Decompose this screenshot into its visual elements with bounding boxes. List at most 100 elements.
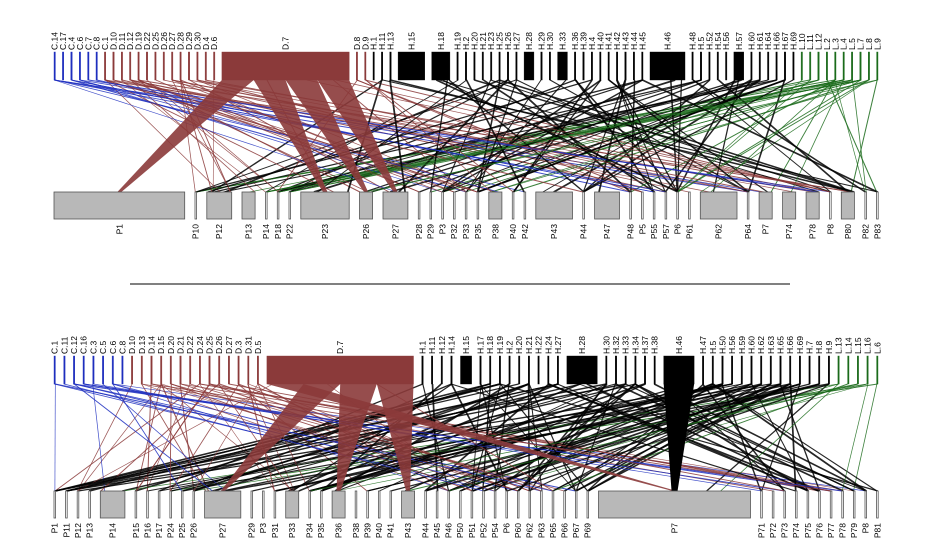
bottom-node-label: P74 xyxy=(791,523,801,538)
top-node-label: D.27 xyxy=(224,336,234,354)
edge-band xyxy=(663,384,695,491)
top-node-label: H.66 xyxy=(785,336,795,354)
top-node-label: H.65 xyxy=(776,336,786,354)
bottom-node-box xyxy=(401,490,416,519)
edge-line xyxy=(834,79,866,193)
edge-band xyxy=(253,80,327,192)
bottom-node-box xyxy=(688,191,691,220)
top-node-bar xyxy=(557,51,568,81)
top-node-bar xyxy=(750,355,753,385)
top-node-label: D.31 xyxy=(243,336,253,354)
bottom-node-label: P6 xyxy=(502,523,512,534)
top-node-label: C.8 xyxy=(92,37,102,51)
top-node-bar xyxy=(733,51,744,81)
bottom-node-label: P34 xyxy=(305,523,315,538)
top-node-label: C.17 xyxy=(58,32,68,50)
bottom-node-label: P42 xyxy=(520,224,530,239)
edge-band xyxy=(220,384,341,491)
top-node-bar xyxy=(440,355,443,385)
top-node-bar xyxy=(876,51,879,81)
edge-band xyxy=(266,384,677,491)
top-node-bar xyxy=(421,355,424,385)
top-node-bar xyxy=(169,355,172,385)
top-node-label: H.23 xyxy=(486,32,496,50)
top-node-bar xyxy=(760,355,763,385)
bottom-node-label: P52 xyxy=(478,523,488,538)
top-node-label: H.38 xyxy=(650,336,660,354)
bottom-node-box xyxy=(354,490,358,519)
top-node-bar xyxy=(842,51,845,81)
top-node-bar xyxy=(775,51,778,81)
bottom-node-box xyxy=(459,490,462,519)
top-node-label: H.48 xyxy=(688,32,698,50)
top-node-label: D.12 xyxy=(125,32,135,50)
edge-line xyxy=(850,79,878,193)
bottom-node-label: P61 xyxy=(684,224,694,239)
top-node-label: L.16 xyxy=(863,337,873,354)
top-node-label: H.33 xyxy=(558,32,568,50)
top-node-label: H.18 xyxy=(485,336,495,354)
top-node-bar xyxy=(837,355,840,385)
top-node-bar xyxy=(792,51,795,81)
top-node-bar xyxy=(150,355,153,385)
bottom-node-label: P81 xyxy=(872,523,882,538)
top-node-bar xyxy=(102,355,105,385)
bottom-node-box xyxy=(169,490,172,519)
top-node-bar xyxy=(372,51,375,81)
bottom-node-label: P1 xyxy=(50,523,60,534)
top-node-label: D.27 xyxy=(167,32,177,50)
top-node-bar xyxy=(740,355,743,385)
top-node-label: H.27 xyxy=(553,336,563,354)
top-node-label: H.54 xyxy=(713,32,723,50)
top-node-label: D.26 xyxy=(214,336,224,354)
top-node-label: H.56 xyxy=(721,32,731,50)
edge-line xyxy=(74,383,553,492)
bottom-node-label: P39 xyxy=(363,523,373,538)
top-node-bar xyxy=(237,355,240,385)
top-node-label: C.5 xyxy=(98,341,108,355)
top-node-bar xyxy=(162,51,165,81)
top-node-label: D.20 xyxy=(166,336,176,354)
edge-line xyxy=(442,79,743,193)
bottom-node-label: P62 xyxy=(525,523,535,538)
top-node-label: D.9 xyxy=(360,37,370,51)
top-node-bar xyxy=(634,355,637,385)
edge-line xyxy=(477,79,786,193)
top-node-bar xyxy=(508,355,511,385)
top-node-bar xyxy=(711,355,714,385)
top-node-bar xyxy=(104,51,107,81)
top-node-bar xyxy=(528,355,530,385)
top-node-bar xyxy=(129,51,132,81)
bottom-node-box xyxy=(366,490,369,519)
bottom-node-box xyxy=(453,191,456,220)
edge-band xyxy=(336,384,377,491)
top-node-label: D.10 xyxy=(109,32,119,50)
edge-line xyxy=(113,79,455,193)
top-node-label: H.69 xyxy=(788,32,798,50)
top-node-bar xyxy=(53,355,56,385)
bottom-node-label: P27 xyxy=(218,523,228,538)
bottom-node-label: P82 xyxy=(861,224,871,239)
bottom-node-label: P60 xyxy=(513,523,523,538)
top-node-label: D.22 xyxy=(142,32,152,50)
bottom-node-box xyxy=(88,490,91,519)
bottom-node-label: P44 xyxy=(579,224,589,239)
bottom-node-box xyxy=(517,490,520,519)
edge-line xyxy=(105,79,221,193)
top-node-bar xyxy=(112,51,115,81)
top-node-label: H.37 xyxy=(640,336,650,354)
edge-line xyxy=(761,383,801,492)
top-node-label: H.46 xyxy=(674,336,684,354)
top-node-bar xyxy=(140,355,143,385)
top-node-label: H.41 xyxy=(604,32,614,50)
top-node-label: C.3 xyxy=(88,341,98,355)
top-node-label: L.4 xyxy=(839,38,849,50)
edge-line xyxy=(365,79,514,193)
top-node-bar xyxy=(456,51,459,81)
top-node-bar xyxy=(758,51,761,81)
edge-line xyxy=(151,383,519,492)
top-node-label: H.5 xyxy=(708,341,718,355)
bottom-node-label: P32 xyxy=(449,224,459,239)
top-node-bar xyxy=(257,355,259,385)
bottom-node-box xyxy=(575,490,578,519)
